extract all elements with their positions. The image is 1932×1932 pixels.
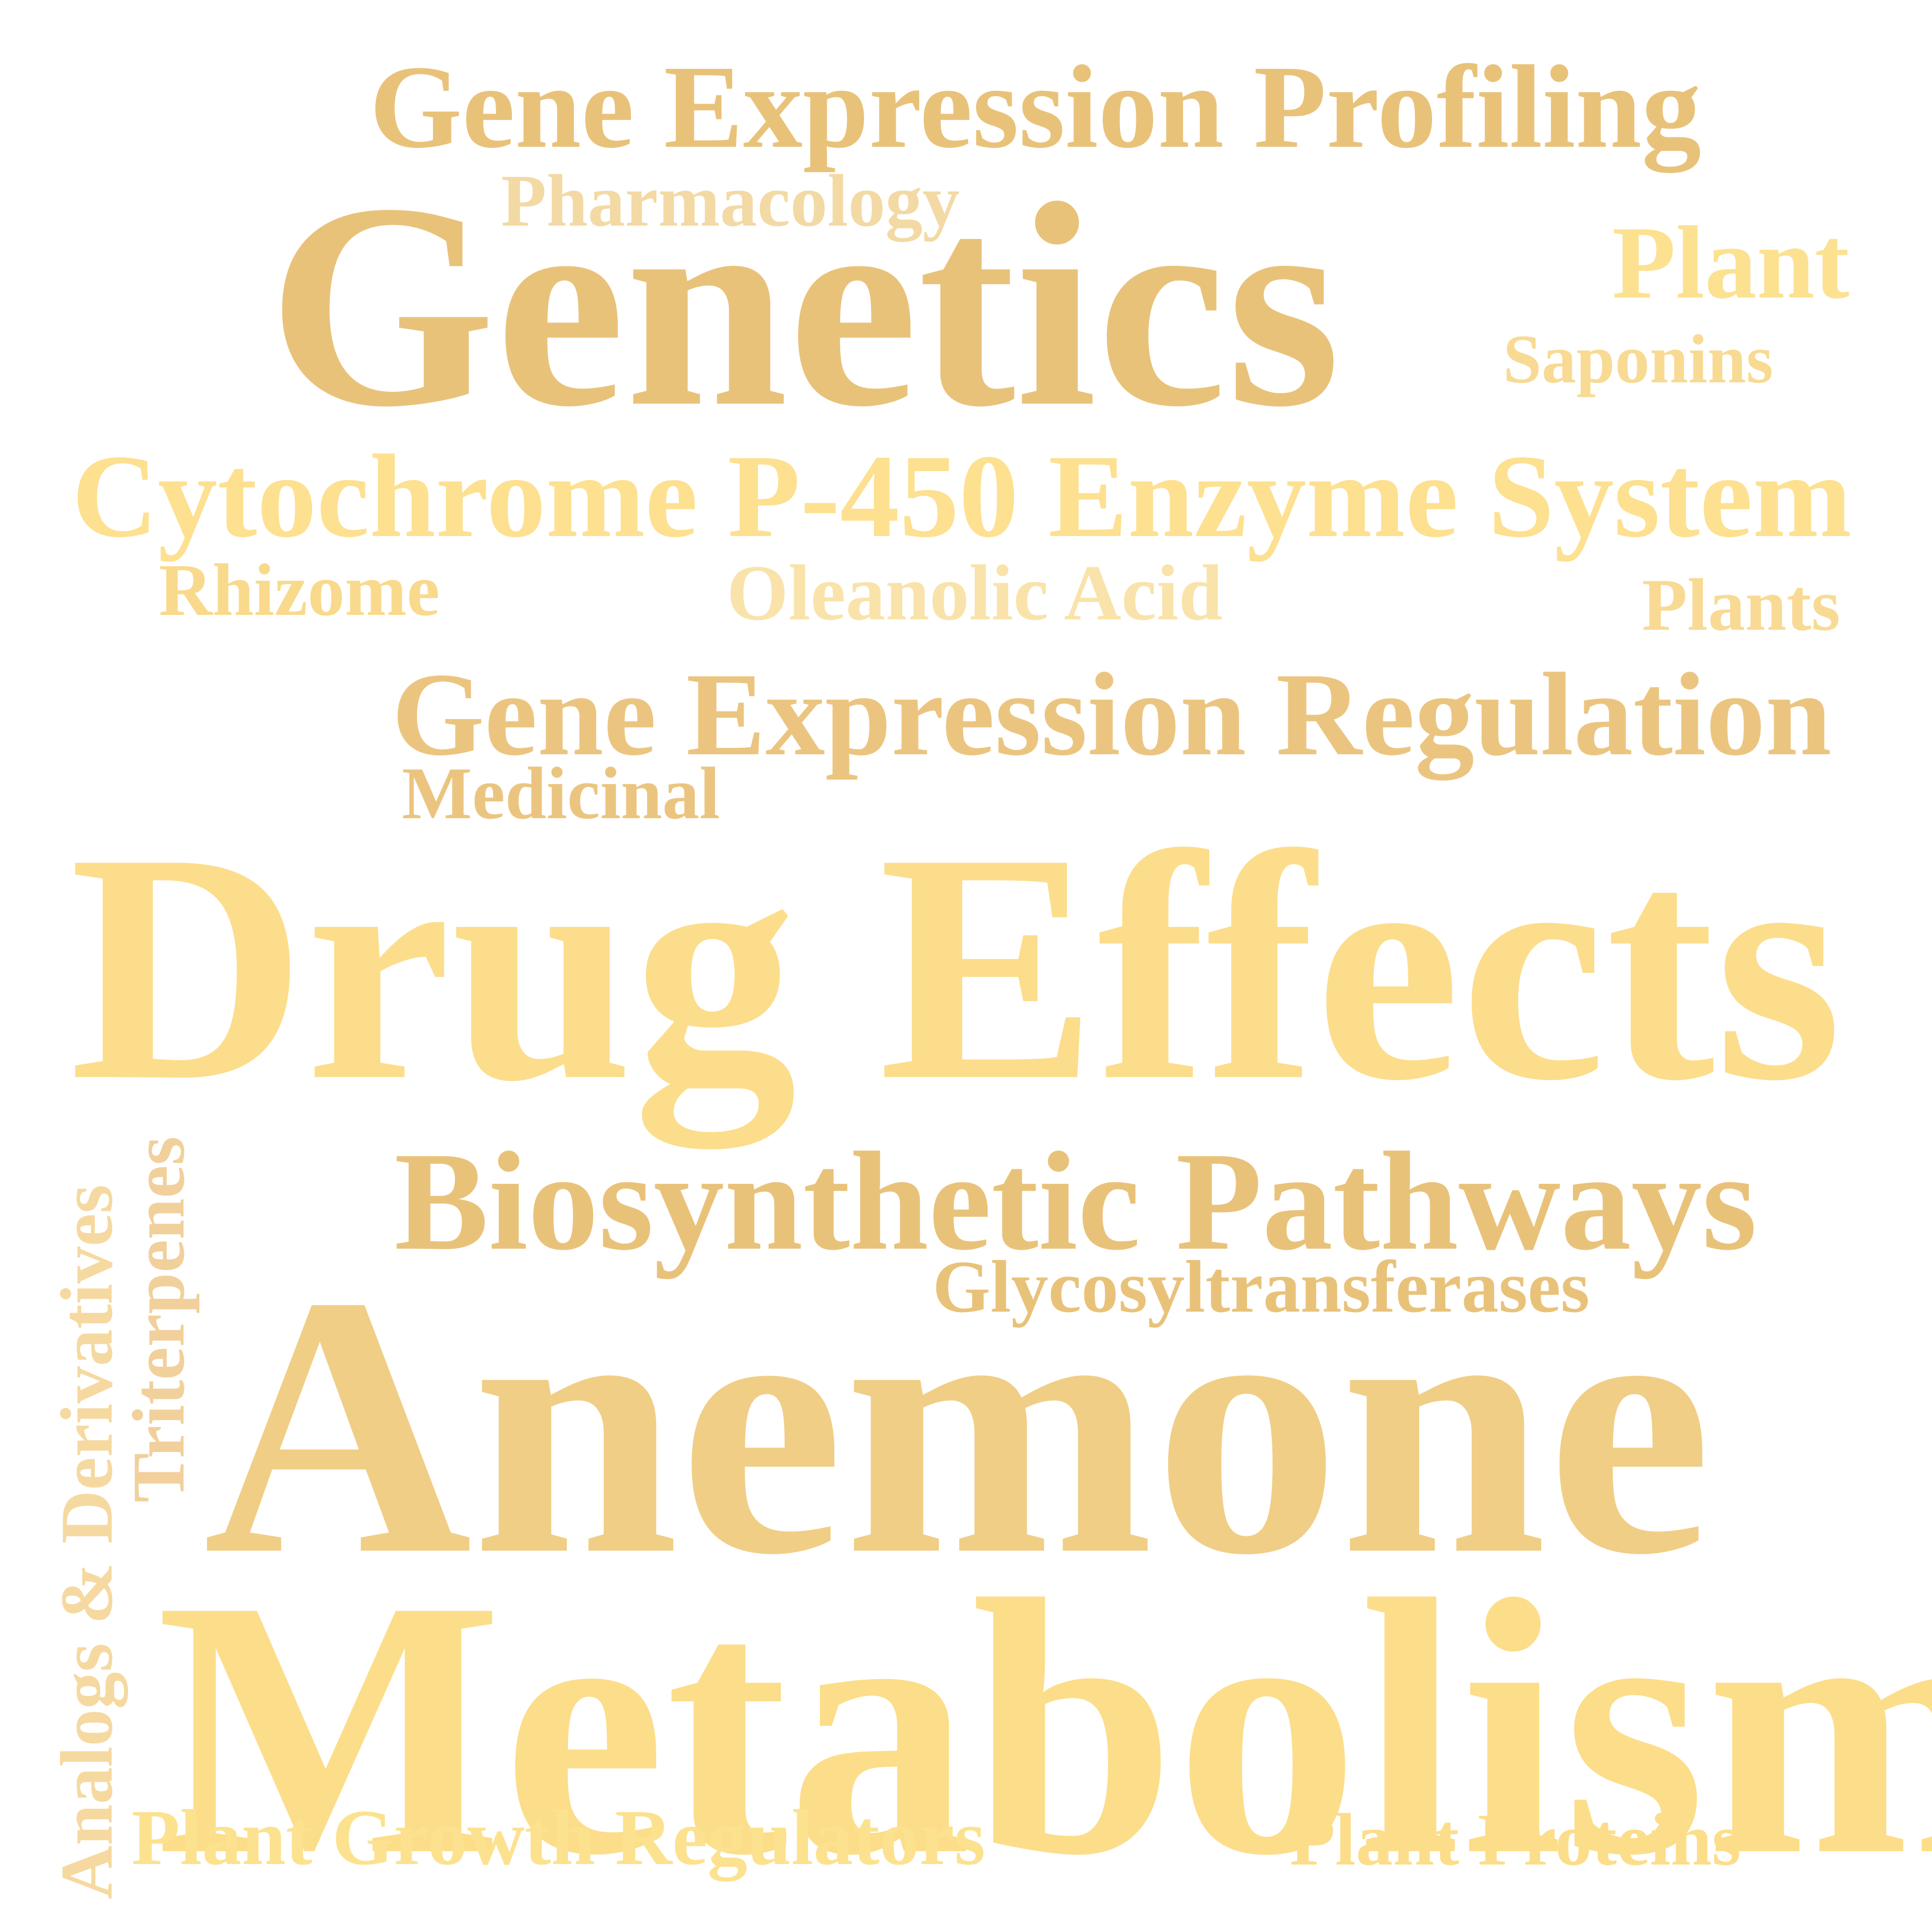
word-saponins: Saponins: [1503, 321, 1773, 398]
word-medicinal: Medicinal: [402, 752, 720, 835]
word-cytochrome-p450-enzyme-system: Cytochrome P-450 Enzyme System: [72, 430, 1852, 562]
word-genetics: Genetics: [268, 143, 1341, 467]
word-glycosyltransferases: Glycosyltransferases: [933, 1246, 1590, 1328]
word-anemone: Anemone: [203, 1220, 1712, 1631]
word-gene-expression-profiling: Gene Expression Profiling: [370, 41, 1701, 173]
word-rhizome: Rhizome: [159, 549, 440, 631]
word-biosynthetic-pathways: Biosynthetic Pathways: [394, 1123, 1757, 1279]
word-analogs-derivatives: Analogs & Derivatives: [46, 1184, 128, 1899]
word-triterpenes: Triterpenes: [118, 1136, 200, 1503]
word-gene-expression-regulation: Gene Expression Regulation: [392, 648, 1832, 780]
word-plant-growth-regulators: Plant Growth Regulators: [131, 1793, 986, 1881]
word-plant: Plant: [1612, 205, 1850, 320]
word-oleanolic-acid: Oleanolic Acid: [727, 548, 1223, 637]
word-drug-effects: Drug Effects: [69, 785, 1842, 1148]
word-pharmacology: Pharmacology: [501, 160, 960, 242]
word-plants: Plants: [1642, 564, 1841, 646]
word-metabolism: Metabolism: [156, 1525, 1932, 1931]
word-plant-proteins: Plant Proteins: [1290, 1799, 1741, 1881]
